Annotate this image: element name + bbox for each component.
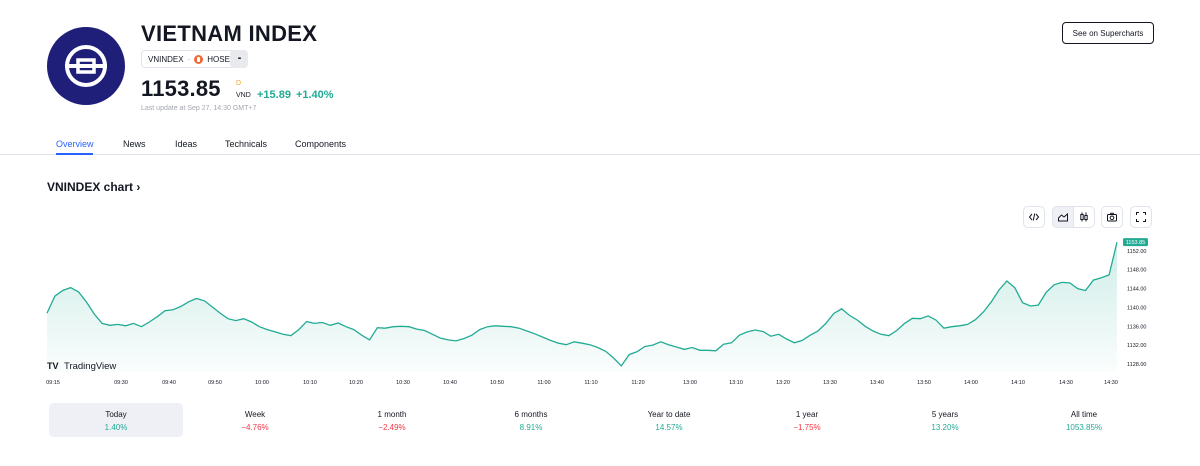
separator-dot: · — [187, 54, 191, 64]
period-1-month[interactable]: 1 month −2.49% — [377, 410, 407, 432]
x-tick-label: 13:20 — [776, 380, 790, 386]
x-tick-label: 13:30 — [823, 380, 837, 386]
x-tick-label: 14:30 — [1059, 380, 1073, 386]
exchange-name: HOSE — [207, 54, 230, 64]
period-today[interactable]: Today 1.40% — [49, 403, 183, 437]
x-tick-label: 13:00 — [683, 380, 697, 386]
vnindex-logo-icon — [65, 45, 107, 87]
y-tick-label: 1148.00 — [1127, 268, 1146, 274]
embed-code-button[interactable] — [1023, 206, 1045, 228]
change-absolute: +15.89 — [257, 89, 291, 101]
x-tick-label: 10:30 — [396, 380, 410, 386]
period-all-time[interactable]: All time 1053.85% — [1065, 410, 1103, 432]
price-chart[interactable]: 1152.00 1148.00 1144.00 1140.00 1136.00 1132.… — [0, 232, 1200, 392]
x-tick-label: 10:20 — [349, 380, 363, 386]
last-update: Last update at Sep 27, 14:30 GMT+7 — [141, 105, 257, 112]
price-line — [46, 241, 1118, 367]
period-year-to-date[interactable]: Year to date 14.57% — [647, 410, 691, 432]
fullscreen-icon — [1136, 212, 1146, 222]
tab-technicals[interactable]: Technicals — [225, 139, 268, 149]
tab-components[interactable]: Components — [295, 139, 347, 149]
company-logo — [47, 27, 125, 105]
x-tick-label: 11:10 — [584, 380, 597, 386]
y-tick-label: 1152.00 — [1127, 249, 1146, 255]
y-tick-label: 1132.00 — [1127, 343, 1146, 349]
fullscreen-button[interactable] — [1130, 206, 1152, 228]
price-change: +15.89 +1.40% — [257, 89, 339, 101]
tradingview-watermark: TV TradingView — [47, 361, 116, 372]
tradingview-logo-icon: TV — [47, 361, 59, 371]
x-tick-label: 10:40 — [443, 380, 457, 386]
x-tick-label: 13:40 — [870, 380, 884, 386]
performance-periods: Today 1.40% Week −4.76% 1 month −2.49% 6 mo… — [49, 403, 1156, 437]
current-price: 1153.85 — [141, 76, 221, 101]
x-tick-label: 13:50 — [917, 380, 931, 386]
currency-label: VND — [236, 92, 251, 99]
svg-text:1153.85: 1153.85 — [1126, 240, 1145, 246]
see-on-supercharts-button[interactable]: See on Supercharts — [1062, 22, 1154, 44]
area-chart-button[interactable] — [1052, 206, 1074, 228]
active-tab-indicator — [56, 153, 93, 155]
chevron-right-icon: › — [133, 180, 141, 194]
snapshot-button[interactable] — [1101, 206, 1123, 228]
period-week[interactable]: Week −4.76% — [241, 410, 269, 432]
candlestick-icon — [1080, 212, 1088, 222]
price-area-fill — [47, 242, 1117, 372]
tab-ideas[interactable]: Ideas — [175, 139, 198, 149]
period-1-year[interactable]: 1 year −1.75% — [793, 410, 821, 432]
chart-section-title[interactable]: VNINDEX chart › — [47, 180, 141, 194]
x-tick-label: 09:40 — [162, 380, 176, 386]
area-chart-icon — [1058, 212, 1068, 222]
x-tick-label: 10:50 — [490, 380, 504, 386]
y-tick-label: 1144.00 — [1127, 287, 1146, 293]
x-axis: 09:15 09:30 09:40 09:50 10:00 10:10 10:20 10:30… — [46, 380, 1118, 386]
tab-overview[interactable]: Overview — [56, 139, 94, 149]
period-6-months[interactable]: 6 months 8.91% — [514, 410, 548, 432]
ticker-chip[interactable]: VNINDEX · HOSE — [141, 50, 237, 68]
y-axis: 1152.00 1148.00 1144.00 1140.00 1136.00 1132.… — [1127, 249, 1146, 368]
x-tick-label: 11:00 — [537, 380, 550, 386]
more-options-button[interactable]: ••• — [230, 50, 248, 68]
y-tick-label: 1140.00 — [1127, 305, 1146, 311]
x-tick-label: 14:10 — [1011, 380, 1025, 386]
period-5-years[interactable]: 5 years 13.20% — [931, 410, 959, 432]
x-tick-label: 09:15 — [46, 380, 60, 386]
tab-bar: Overview News Ideas Technicals Component… — [0, 137, 1200, 155]
camera-icon — [1107, 212, 1117, 222]
last-value-label: 1153.85 — [1123, 238, 1148, 247]
tab-news[interactable]: News — [123, 139, 146, 149]
x-tick-label: 09:50 — [208, 380, 222, 386]
x-tick-label: 10:10 — [303, 380, 317, 386]
x-tick-label: 11:20 — [631, 380, 644, 386]
y-tick-label: 1136.00 — [1127, 324, 1146, 330]
x-tick-label: 13:10 — [729, 380, 743, 386]
embed-code-icon — [1028, 213, 1040, 221]
candlestick-button[interactable] — [1073, 206, 1095, 228]
y-tick-label: 1128.00 — [1127, 362, 1146, 368]
ticker-symbol: VNINDEX — [148, 54, 184, 64]
page-title: VIETNAM INDEX — [141, 21, 318, 46]
delayed-marker: D — [236, 80, 242, 87]
tradingview-wordmark: TradingView — [64, 361, 116, 372]
exchange-icon — [194, 54, 204, 64]
x-tick-label: 14:30 — [1104, 380, 1118, 386]
x-tick-label: 10:00 — [255, 380, 269, 386]
x-tick-label: 09:30 — [114, 380, 128, 386]
change-percent: +1.40% — [295, 89, 334, 101]
x-tick-label: 14:00 — [964, 380, 978, 386]
